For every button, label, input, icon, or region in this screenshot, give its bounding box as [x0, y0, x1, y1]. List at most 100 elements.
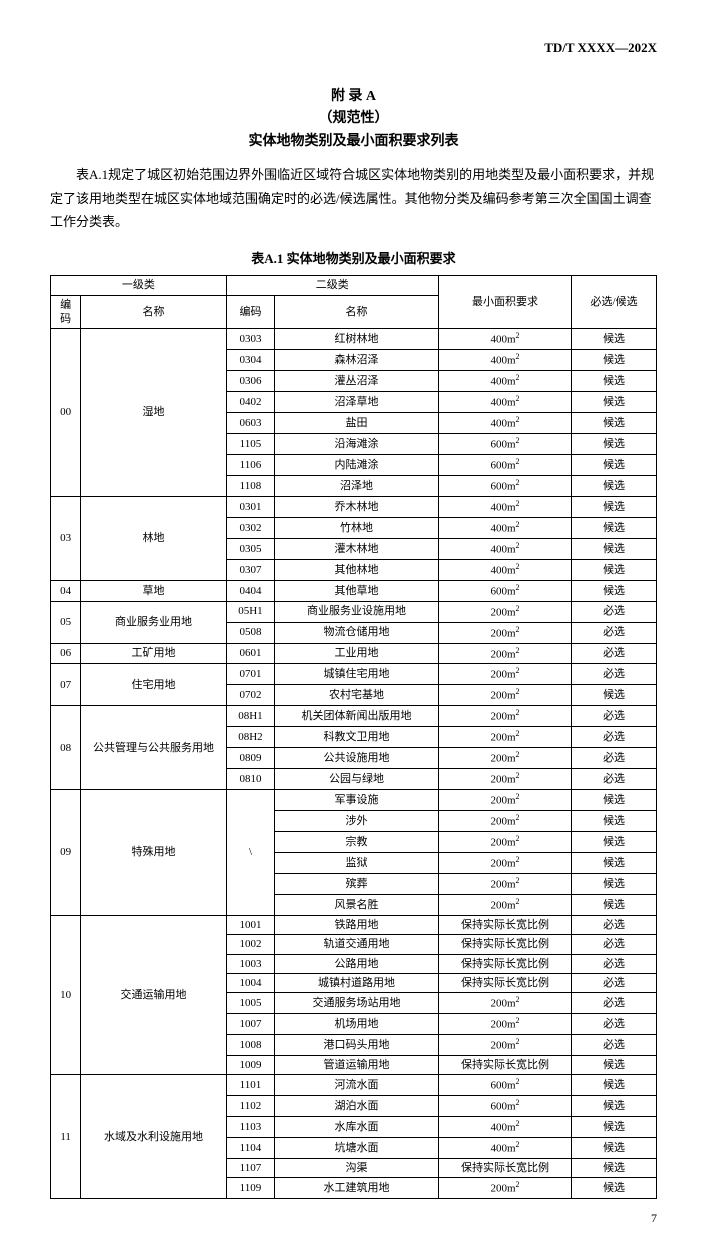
level2-code: 1101: [226, 1075, 274, 1096]
selection-type: 必选: [572, 622, 657, 643]
selection-type: 候选: [572, 1178, 657, 1199]
min-area: 600m2: [438, 434, 571, 455]
header-area: 最小面积要求: [438, 276, 571, 329]
level2-name: 其他林地: [275, 559, 439, 580]
level2-code: 0508: [226, 622, 274, 643]
level2-name: 水库水面: [275, 1117, 439, 1138]
min-area: 400m2: [438, 559, 571, 580]
min-area: 400m2: [438, 1138, 571, 1159]
min-area: 400m2: [438, 392, 571, 413]
level1-name: 住宅用地: [81, 664, 226, 706]
level2-code: 0307: [226, 559, 274, 580]
selection-type: 候选: [572, 392, 657, 413]
selection-type: 候选: [572, 413, 657, 434]
level2-name: 殡葬: [275, 874, 439, 895]
selection-type: 必选: [572, 1035, 657, 1056]
level2-code: 1105: [226, 434, 274, 455]
table-row: 05商业服务业用地05H1商业服务业设施用地200m2必选: [51, 601, 657, 622]
level2-name: 城镇村道路用地: [275, 973, 439, 992]
document-number: TD/T XXXX—202X: [50, 40, 657, 56]
level2-name: 铁路用地: [275, 915, 439, 934]
min-area: 保持实际长宽比例: [438, 954, 571, 973]
level2-name: 河流水面: [275, 1075, 439, 1096]
appendix-line-3: 实体地物类别及最小面积要求列表: [50, 131, 657, 153]
min-area: 600m2: [438, 454, 571, 475]
selection-type: 候选: [572, 1075, 657, 1096]
level2-code: 1004: [226, 973, 274, 992]
selection-type: 必选: [572, 1014, 657, 1035]
level2-code: 0809: [226, 748, 274, 769]
level2-code: 08H2: [226, 727, 274, 748]
level2-code: 0402: [226, 392, 274, 413]
level2-code: 0702: [226, 685, 274, 706]
level2-name: 水工建筑用地: [275, 1178, 439, 1199]
level2-code: 1103: [226, 1117, 274, 1138]
level1-code: 04: [51, 580, 81, 601]
min-area: 400m2: [438, 350, 571, 371]
level2-name: 管道运输用地: [275, 1055, 439, 1074]
level1-name: 特殊用地: [81, 790, 226, 916]
min-area: 保持实际长宽比例: [438, 1055, 571, 1074]
selection-type: 必选: [572, 601, 657, 622]
min-area: 保持实际长宽比例: [438, 973, 571, 992]
table-row: 09特殊用地\军事设施200m2候选: [51, 790, 657, 811]
level2-code: 1009: [226, 1055, 274, 1074]
level1-code: 10: [51, 915, 81, 1074]
level2-name: 军事设施: [275, 790, 439, 811]
level2-name: 轨道交通用地: [275, 935, 439, 954]
table-row: 11水域及水利设施用地1101河流水面600m2候选: [51, 1075, 657, 1096]
level2-name: 风景名胜: [275, 894, 439, 915]
header-code1: 编码: [51, 295, 81, 329]
min-area: 400m2: [438, 496, 571, 517]
level2-code: 1005: [226, 993, 274, 1014]
header-name2: 名称: [275, 295, 439, 329]
min-area: 200m2: [438, 643, 571, 664]
level2-name: 内陆滩涂: [275, 454, 439, 475]
level1-name: 交通运输用地: [81, 915, 226, 1074]
page-number: 7: [50, 1211, 657, 1226]
level2-code: 1108: [226, 475, 274, 496]
selection-type: 候选: [572, 454, 657, 475]
intro-paragraph: 表A.1规定了城区初始范围边界外围临近区域符合城区实体地物类别的用地类型及最小面…: [50, 163, 657, 233]
selection-type: 候选: [572, 496, 657, 517]
level2-name: 沟渠: [275, 1159, 439, 1178]
level1-name: 草地: [81, 580, 226, 601]
min-area: 600m2: [438, 475, 571, 496]
level1-name: 商业服务业用地: [81, 601, 226, 643]
table-row: 03林地0301乔木林地400m2候选: [51, 496, 657, 517]
min-area: 200m2: [438, 664, 571, 685]
level1-name: 公共管理与公共服务用地: [81, 706, 226, 790]
selection-type: 必选: [572, 664, 657, 685]
table-caption: 表A.1 实体地物类别及最小面积要求: [50, 248, 657, 267]
selection-type: 候选: [572, 874, 657, 895]
min-area: 保持实际长宽比例: [438, 915, 571, 934]
level2-code: 0701: [226, 664, 274, 685]
min-area: 200m2: [438, 853, 571, 874]
selection-type: 候选: [572, 350, 657, 371]
selection-type: 必选: [572, 915, 657, 934]
min-area: 200m2: [438, 811, 571, 832]
selection-type: 候选: [572, 832, 657, 853]
level2-name: 红树林地: [275, 329, 439, 350]
min-area: 200m2: [438, 769, 571, 790]
header-level1: 一级类: [51, 276, 227, 295]
header-level2: 二级类: [226, 276, 438, 295]
min-area: 400m2: [438, 517, 571, 538]
table-row: 06工矿用地0601工业用地200m2必选: [51, 643, 657, 664]
selection-type: 候选: [572, 580, 657, 601]
level2-code: 1107: [226, 1159, 274, 1178]
selection-type: 候选: [572, 790, 657, 811]
table-row: 04草地0404其他草地600m2候选: [51, 580, 657, 601]
selection-type: 必选: [572, 727, 657, 748]
level2-code: 0302: [226, 517, 274, 538]
level2-code: 1008: [226, 1035, 274, 1056]
min-area: 400m2: [438, 329, 571, 350]
level2-name: 灌丛沼泽: [275, 371, 439, 392]
level2-code: 1003: [226, 954, 274, 973]
level1-code: 00: [51, 329, 81, 497]
level2-name: 农村宅基地: [275, 685, 439, 706]
level2-code: 0603: [226, 413, 274, 434]
level2-name: 沼泽地: [275, 475, 439, 496]
level2-code: 0304: [226, 350, 274, 371]
selection-type: 候选: [572, 853, 657, 874]
